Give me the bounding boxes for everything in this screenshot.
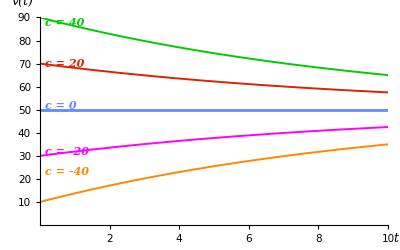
- Text: t: t: [393, 232, 398, 245]
- Text: c = 40: c = 40: [45, 16, 84, 28]
- Text: v(t): v(t): [12, 0, 34, 9]
- Text: c = 0: c = 0: [45, 100, 77, 110]
- Text: c = -40: c = -40: [45, 166, 89, 177]
- Text: c = -20: c = -20: [45, 146, 89, 157]
- Text: c = 20: c = 20: [45, 58, 84, 69]
